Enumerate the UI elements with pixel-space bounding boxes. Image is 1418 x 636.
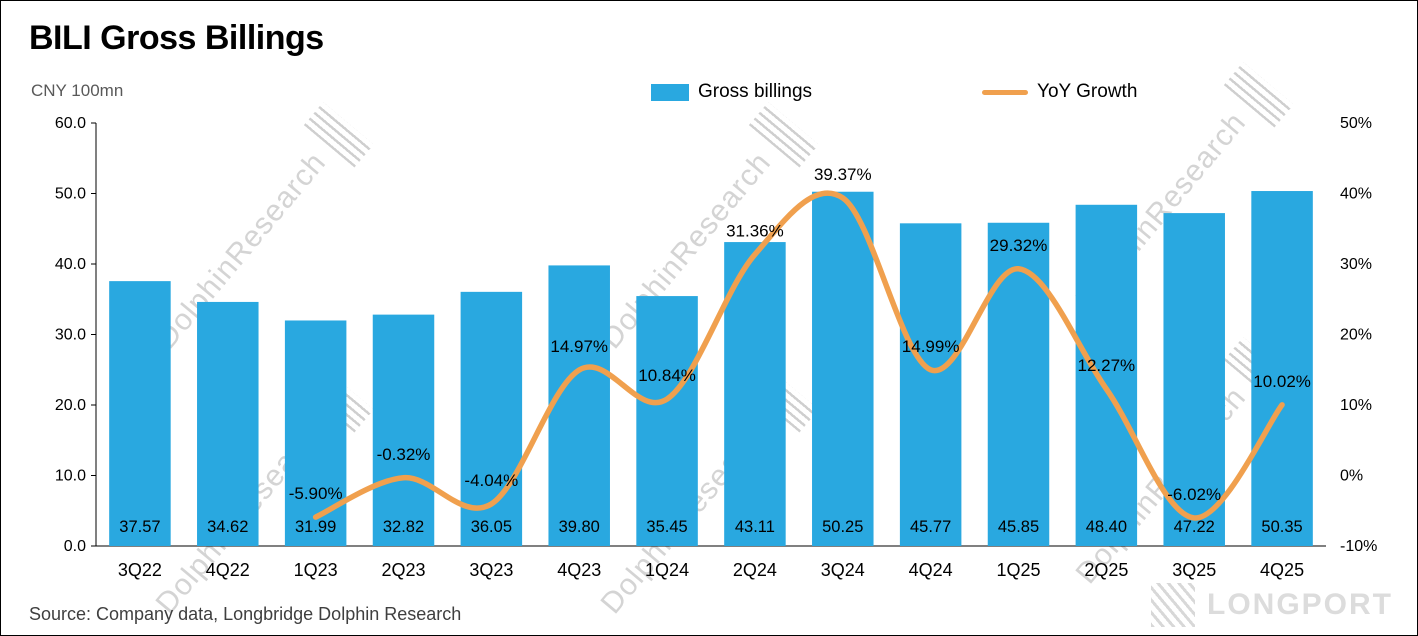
legend: Gross billings YoY Growth xyxy=(651,81,1137,103)
svg-text:32.82: 32.82 xyxy=(383,518,424,536)
svg-text:10.0: 10.0 xyxy=(55,468,86,485)
svg-text:4Q24: 4Q24 xyxy=(909,560,953,580)
chart-title: BILI Gross Billings xyxy=(29,19,324,57)
svg-text:45.77: 45.77 xyxy=(910,518,951,536)
svg-text:45.85: 45.85 xyxy=(998,518,1039,536)
svg-text:3Q22: 3Q22 xyxy=(118,560,162,580)
svg-text:48.40: 48.40 xyxy=(1086,518,1127,536)
svg-text:40%: 40% xyxy=(1340,186,1372,203)
svg-text:37.57: 37.57 xyxy=(119,518,160,536)
svg-text:3Q23: 3Q23 xyxy=(469,560,513,580)
longport-logo-icon xyxy=(1151,583,1195,627)
svg-text:47.22: 47.22 xyxy=(1174,518,1215,536)
svg-text:50.0: 50.0 xyxy=(55,186,86,203)
svg-text:-4.04%: -4.04% xyxy=(464,471,518,490)
svg-text:29.32%: 29.32% xyxy=(990,236,1048,255)
svg-text:50.25: 50.25 xyxy=(822,518,863,536)
svg-text:40.0: 40.0 xyxy=(55,256,86,273)
longport-logo-text: LONGPORT xyxy=(1207,588,1393,621)
svg-text:14.99%: 14.99% xyxy=(902,337,960,356)
svg-text:1Q24: 1Q24 xyxy=(645,560,689,580)
svg-text:10%: 10% xyxy=(1340,397,1372,414)
longport-logo: LONGPORT xyxy=(1151,583,1393,627)
svg-text:20%: 20% xyxy=(1340,327,1372,344)
svg-text:12.27%: 12.27% xyxy=(1078,356,1136,375)
svg-text:1Q23: 1Q23 xyxy=(294,560,338,580)
legend-line-swatch-icon xyxy=(982,89,1029,95)
svg-text:50%: 50% xyxy=(1340,115,1372,132)
svg-text:4Q22: 4Q22 xyxy=(206,560,250,580)
svg-text:43.11: 43.11 xyxy=(735,518,775,536)
svg-text:0.0: 0.0 xyxy=(64,538,86,555)
svg-text:39.80: 39.80 xyxy=(559,518,600,536)
legend-label-gross-billings: Gross billings xyxy=(698,81,813,102)
svg-text:50.35: 50.35 xyxy=(1261,518,1302,536)
svg-text:2Q24: 2Q24 xyxy=(733,560,777,580)
svg-text:2Q23: 2Q23 xyxy=(381,560,425,580)
svg-text:20.0: 20.0 xyxy=(55,397,86,414)
svg-text:1Q25: 1Q25 xyxy=(996,560,1040,580)
svg-text:-0.32%: -0.32% xyxy=(377,445,431,464)
svg-text:60.0: 60.0 xyxy=(55,115,86,132)
svg-text:30.0: 30.0 xyxy=(55,327,86,344)
svg-text:39.37%: 39.37% xyxy=(814,165,872,184)
legend-label-yoy-growth: YoY Growth xyxy=(1037,81,1138,102)
svg-text:-6.02%: -6.02% xyxy=(1167,485,1221,504)
svg-text:35.45: 35.45 xyxy=(646,518,687,536)
svg-text:3Q24: 3Q24 xyxy=(821,560,865,580)
svg-text:4Q25: 4Q25 xyxy=(1260,560,1304,580)
svg-text:10.84%: 10.84% xyxy=(638,366,696,385)
axis-unit-label: CNY 100mn xyxy=(31,81,124,100)
svg-text:10.02%: 10.02% xyxy=(1253,372,1311,391)
svg-text:34.62: 34.62 xyxy=(207,518,248,536)
svg-text:2Q25: 2Q25 xyxy=(1084,560,1128,580)
svg-text:-10%: -10% xyxy=(1340,538,1377,555)
svg-text:31.99: 31.99 xyxy=(295,518,336,536)
svg-text:3Q25: 3Q25 xyxy=(1172,560,1216,580)
legend-item-yoy-growth[interactable]: YoY Growth xyxy=(982,81,1137,103)
svg-text:36.05: 36.05 xyxy=(471,518,512,536)
svg-text:0%: 0% xyxy=(1340,468,1363,485)
svg-text:14.97%: 14.97% xyxy=(550,337,608,356)
source-note: Source: Company data, Longbridge Dolphin… xyxy=(29,604,462,624)
svg-text:30%: 30% xyxy=(1340,256,1372,273)
svg-text:31.36%: 31.36% xyxy=(726,221,784,240)
svg-text:4Q23: 4Q23 xyxy=(557,560,601,580)
svg-text:-5.90%: -5.90% xyxy=(289,484,343,503)
legend-bar-swatch-icon xyxy=(651,83,689,101)
legend-item-gross-billings[interactable]: Gross billings xyxy=(651,81,812,103)
